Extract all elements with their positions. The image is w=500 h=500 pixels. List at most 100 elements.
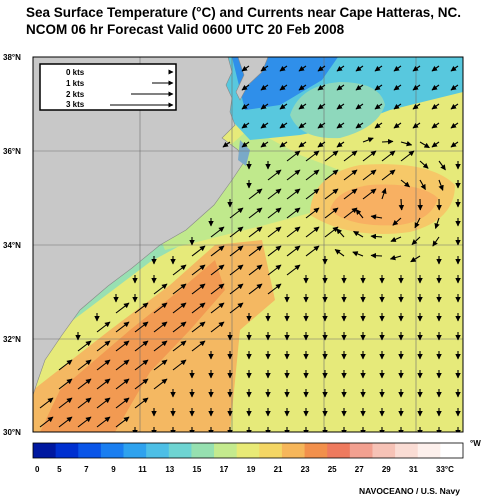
- current-arrow: [191, 340, 206, 352]
- current-arrow: [267, 207, 282, 219]
- colorbar-tick-label: 17: [219, 465, 228, 474]
- gulf-stream-core: [40, 260, 225, 432]
- current-arrow: [279, 84, 288, 91]
- current-arrow: [393, 84, 402, 91]
- current-arrow: [370, 233, 383, 240]
- current-arrow: [248, 245, 263, 257]
- current-arrow: [58, 397, 73, 409]
- current-arrow: [393, 122, 402, 129]
- current-arrow: [400, 140, 413, 147]
- current-vectors: [39, 65, 461, 432]
- current-arrow: [305, 207, 320, 219]
- current-arrow: [355, 209, 364, 219]
- current-arrow: [419, 141, 430, 149]
- current-arrow: [260, 122, 269, 129]
- colorbar-tick-label: 13: [165, 465, 174, 474]
- current-arrow: [398, 198, 405, 211]
- current-arrow: [248, 264, 263, 276]
- current-arrow: [210, 264, 225, 276]
- current-arrow: [279, 141, 288, 148]
- current-arrow: [389, 255, 402, 261]
- map-frame: [32, 56, 464, 433]
- colorbar-swatch: [417, 443, 441, 458]
- current-arrow: [305, 150, 320, 162]
- current-arrow: [229, 283, 244, 295]
- current-arrow: [412, 65, 421, 72]
- current-arrow: [134, 340, 149, 352]
- speed-legend-box: [39, 63, 177, 111]
- current-arrow: [191, 321, 206, 333]
- lat-label-30n: 30°N: [3, 428, 21, 437]
- current-arrow: [324, 150, 339, 162]
- current-arrow: [362, 169, 377, 181]
- current-arrow: [153, 321, 168, 333]
- warm-eddy-core: [330, 184, 438, 226]
- current-arrow: [260, 141, 269, 148]
- current-arrow: [393, 65, 402, 72]
- current-arrow: [343, 188, 358, 200]
- current-arrow: [210, 302, 225, 314]
- current-arrow: [431, 103, 440, 110]
- current-arrow: [115, 359, 130, 371]
- current-arrow: [260, 84, 269, 91]
- colorbar-tick-label: 19: [247, 465, 256, 474]
- current-arrow: [134, 321, 149, 333]
- current-arrow: [431, 141, 440, 148]
- current-arrow: [115, 397, 130, 409]
- legend-label-0kts: 0 kts: [66, 68, 85, 77]
- current-arrow: [355, 122, 364, 129]
- current-arrow: [229, 264, 244, 276]
- title-line-1: Sea Surface Temperature (°C) and Current…: [26, 5, 462, 20]
- current-arrow: [279, 122, 288, 129]
- colorbar-tick-label: 7: [84, 465, 89, 474]
- current-arrow: [260, 65, 269, 72]
- credit-line: NAVOCEANO / U.S. Navy: [359, 486, 460, 496]
- current-arrow: [77, 378, 92, 390]
- current-arrow: [248, 207, 263, 219]
- current-arrow: [355, 65, 364, 72]
- current-arrow: [414, 217, 421, 229]
- current-arrow: [432, 236, 440, 247]
- colorbar-swatch: [55, 443, 79, 458]
- lat-label-34n: 34°N: [3, 241, 21, 250]
- current-arrow: [267, 245, 282, 257]
- current-arrow: [374, 103, 383, 110]
- current-arrow: [336, 141, 345, 148]
- current-arrow: [393, 103, 402, 110]
- current-arrow: [229, 302, 244, 314]
- current-arrow: [450, 84, 459, 91]
- current-arrow: [229, 226, 244, 238]
- current-arrow: [191, 283, 206, 295]
- title-line-2: NCOM 06 hr Forecast Valid 0600 UTC 20 Fe…: [26, 22, 345, 37]
- current-arrow: [298, 122, 307, 129]
- current-arrow: [172, 302, 187, 314]
- colorbar-tick-label: 23: [301, 465, 310, 474]
- current-arrow: [96, 378, 111, 390]
- current-arrow: [336, 65, 345, 72]
- current-arrow: [317, 103, 326, 110]
- colorbar-frame: [32, 442, 464, 459]
- current-arrow: [267, 283, 282, 295]
- current-arrow: [58, 416, 73, 428]
- current-arrow: [362, 137, 374, 143]
- colorbar-swatch: [327, 443, 351, 458]
- current-arrow: [248, 226, 263, 238]
- current-arrow: [343, 150, 358, 162]
- current-arrow: [317, 65, 326, 72]
- current-arrow: [355, 103, 364, 110]
- current-arrow: [410, 255, 421, 263]
- current-arrow: [438, 179, 444, 191]
- current-arrow: [58, 378, 73, 390]
- current-arrow: [353, 230, 364, 238]
- map-title: Sea Surface Temperature (°C) and Current…: [26, 4, 461, 38]
- current-arrow: [286, 264, 301, 276]
- current-arrow: [210, 283, 225, 295]
- current-arrow: [392, 217, 402, 226]
- current-arrow: [77, 359, 92, 371]
- current-arrow: [153, 340, 168, 352]
- colorbar-swatch: [281, 443, 305, 458]
- current-arrow: [96, 340, 111, 352]
- current-arrow: [390, 236, 402, 242]
- current-arrow: [153, 283, 168, 295]
